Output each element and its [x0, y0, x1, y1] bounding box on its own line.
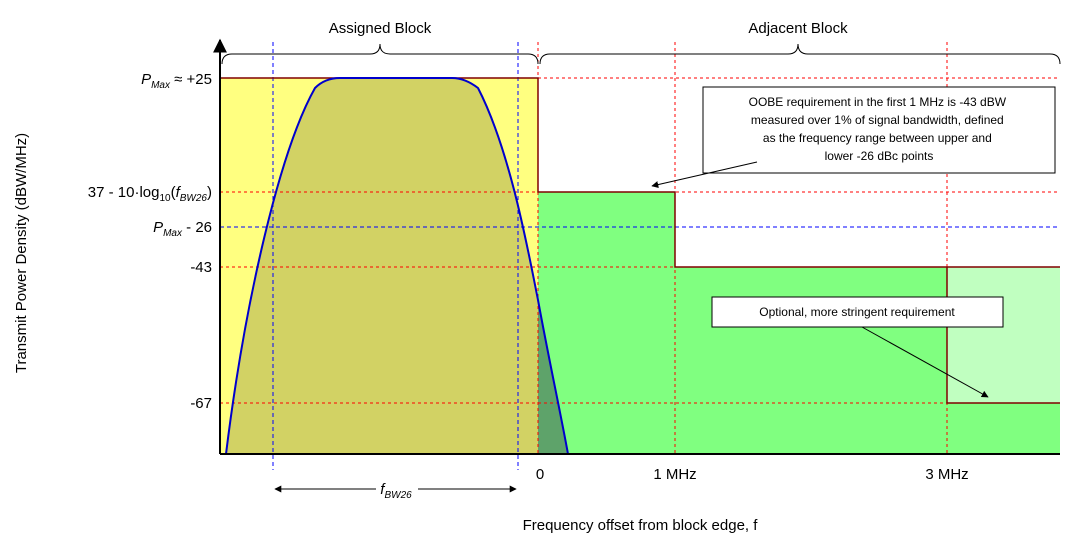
y-label-minus-67: -67 — [190, 395, 212, 412]
adjacent-mask-zone-1 — [538, 192, 675, 454]
x-axis-title: Frequency offset from block edge, f — [523, 517, 759, 534]
bandwidth-label-bg — [376, 479, 418, 499]
x-tick-1mhz: 1 MHz — [653, 466, 696, 483]
y-label-pmax-26: PMax - 26 — [153, 219, 212, 239]
adjacent-mask-zone-2 — [675, 267, 947, 454]
optional-zone-upper — [947, 267, 1060, 403]
emission-spectrum-fill — [226, 78, 538, 454]
adjacent-block-label: Adjacent Block — [748, 20, 848, 37]
y-label-limit: 37 - 10·log10(fBW26) — [88, 184, 212, 204]
oobe-callout-pointer — [651, 161, 758, 189]
adjacent-block-brace — [539, 43, 1061, 65]
assigned-block-brace — [221, 43, 539, 65]
blue-guide-lines — [220, 42, 1060, 470]
emission-mask-line — [220, 77, 1060, 268]
y-axis-title: Transmit Power Density (dBW/MHz) — [13, 133, 30, 373]
y-label-minus-43: -43 — [190, 259, 212, 276]
optional-callout-pointer — [861, 326, 989, 398]
assigned-block-label: Assigned Block — [329, 20, 432, 37]
emission-spectrum-curve — [225, 77, 569, 455]
x-tick-0: 0 — [536, 466, 544, 483]
optional-zone-lower — [947, 403, 1060, 454]
oobe-callout-text: OOBE requirement in the first 1 MHz is -… — [749, 95, 1010, 163]
optional-callout-text: Optional, more stringent requirement — [759, 305, 955, 319]
optional-callout-box — [711, 296, 1004, 328]
x-tick-3mhz: 3 MHz — [925, 466, 968, 483]
bandwidth-label: fBW26 — [380, 481, 412, 501]
y-label-pmax: PMax ≈ +25 — [141, 71, 212, 91]
oobe-callout-box — [702, 86, 1056, 174]
